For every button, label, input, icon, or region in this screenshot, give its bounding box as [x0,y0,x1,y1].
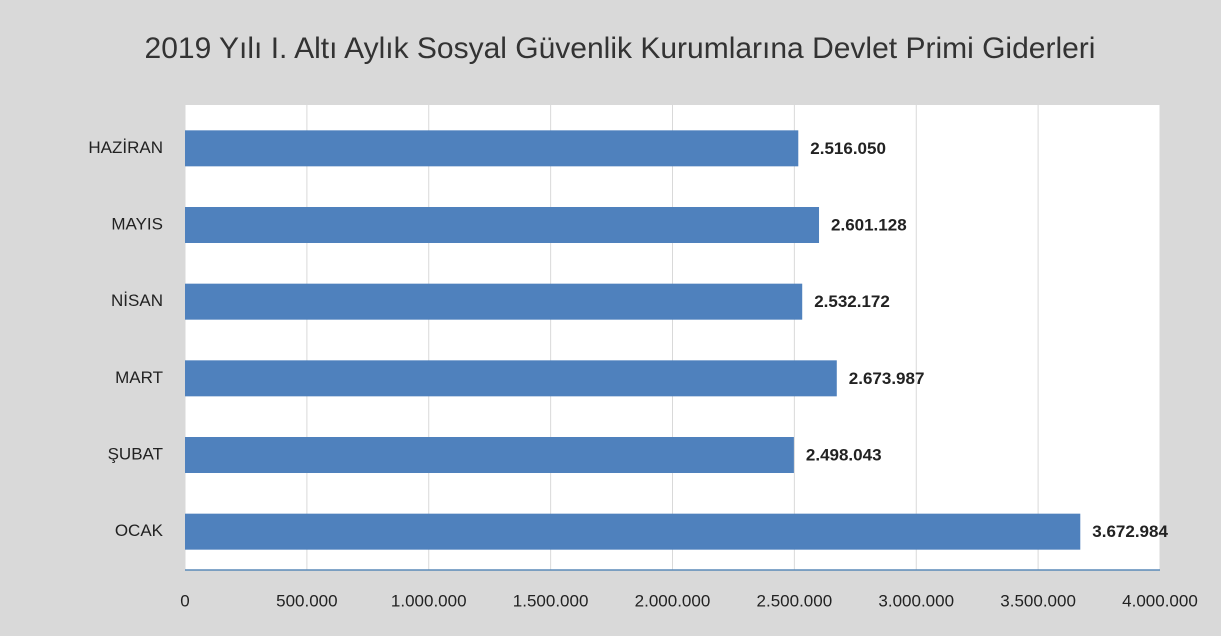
bar [185,283,803,320]
value-label: 2.516.050 [810,139,886,158]
bar [185,437,794,473]
y-tick-label: ŞUBAT [108,444,163,463]
bar [185,360,837,397]
value-label: 3.672.984 [1092,522,1168,541]
y-tick-label: HAZİRAN [88,138,163,157]
bar [185,207,820,243]
bar [185,130,799,167]
bar [185,513,1081,550]
value-label: 2.532.172 [814,292,890,311]
x-tick-label: 1.500.000 [513,591,589,610]
y-tick-label: MAYIS [111,214,163,233]
x-tick-label: 0 [180,591,189,610]
x-tick-label: 500.000 [276,591,337,610]
x-tick-label: 3.000.000 [878,591,954,610]
x-tick-label: 2.000.000 [635,591,711,610]
y-tick-label: OCAK [115,521,164,540]
x-tick-label: 3.500.000 [1000,591,1076,610]
y-tick-label: NİSAN [111,291,163,310]
value-label: 2.673.987 [849,369,925,388]
x-tick-label: 2.500.000 [757,591,833,610]
y-tick-label: MART [115,368,163,387]
value-label: 2.498.043 [806,445,882,464]
value-label: 2.601.128 [831,215,907,234]
x-tick-label: 4.000.000 [1122,591,1198,610]
x-tick-label: 1.000.000 [391,591,467,610]
chart-title: 2019 Yılı I. Altı Aylık Sosyal Güvenlik … [144,32,1096,65]
